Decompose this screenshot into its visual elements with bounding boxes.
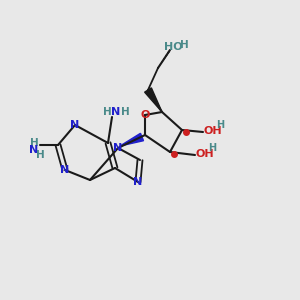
Text: N: N [111,107,121,117]
FancyBboxPatch shape [138,110,152,121]
Text: N: N [60,165,70,175]
FancyBboxPatch shape [194,149,216,161]
Text: H: H [180,40,189,50]
FancyBboxPatch shape [131,176,145,188]
Polygon shape [145,88,162,112]
FancyBboxPatch shape [68,119,82,130]
FancyBboxPatch shape [58,164,72,175]
Text: HO: HO [164,42,182,52]
Text: N: N [70,120,80,130]
FancyBboxPatch shape [20,138,44,152]
Text: N: N [134,177,142,187]
Text: H: H [36,150,44,160]
Text: O: O [140,110,150,120]
Text: H: H [208,143,216,153]
Text: OH: OH [204,126,222,136]
FancyBboxPatch shape [202,126,224,138]
Polygon shape [120,133,143,146]
FancyBboxPatch shape [111,142,125,154]
FancyBboxPatch shape [164,41,186,53]
Text: H: H [103,107,111,117]
Text: H: H [216,120,224,130]
Text: H: H [121,107,129,117]
FancyBboxPatch shape [97,103,127,117]
Text: N: N [113,143,123,153]
Text: OH: OH [196,149,214,159]
Text: H: H [30,138,38,148]
Text: N: N [29,145,39,155]
